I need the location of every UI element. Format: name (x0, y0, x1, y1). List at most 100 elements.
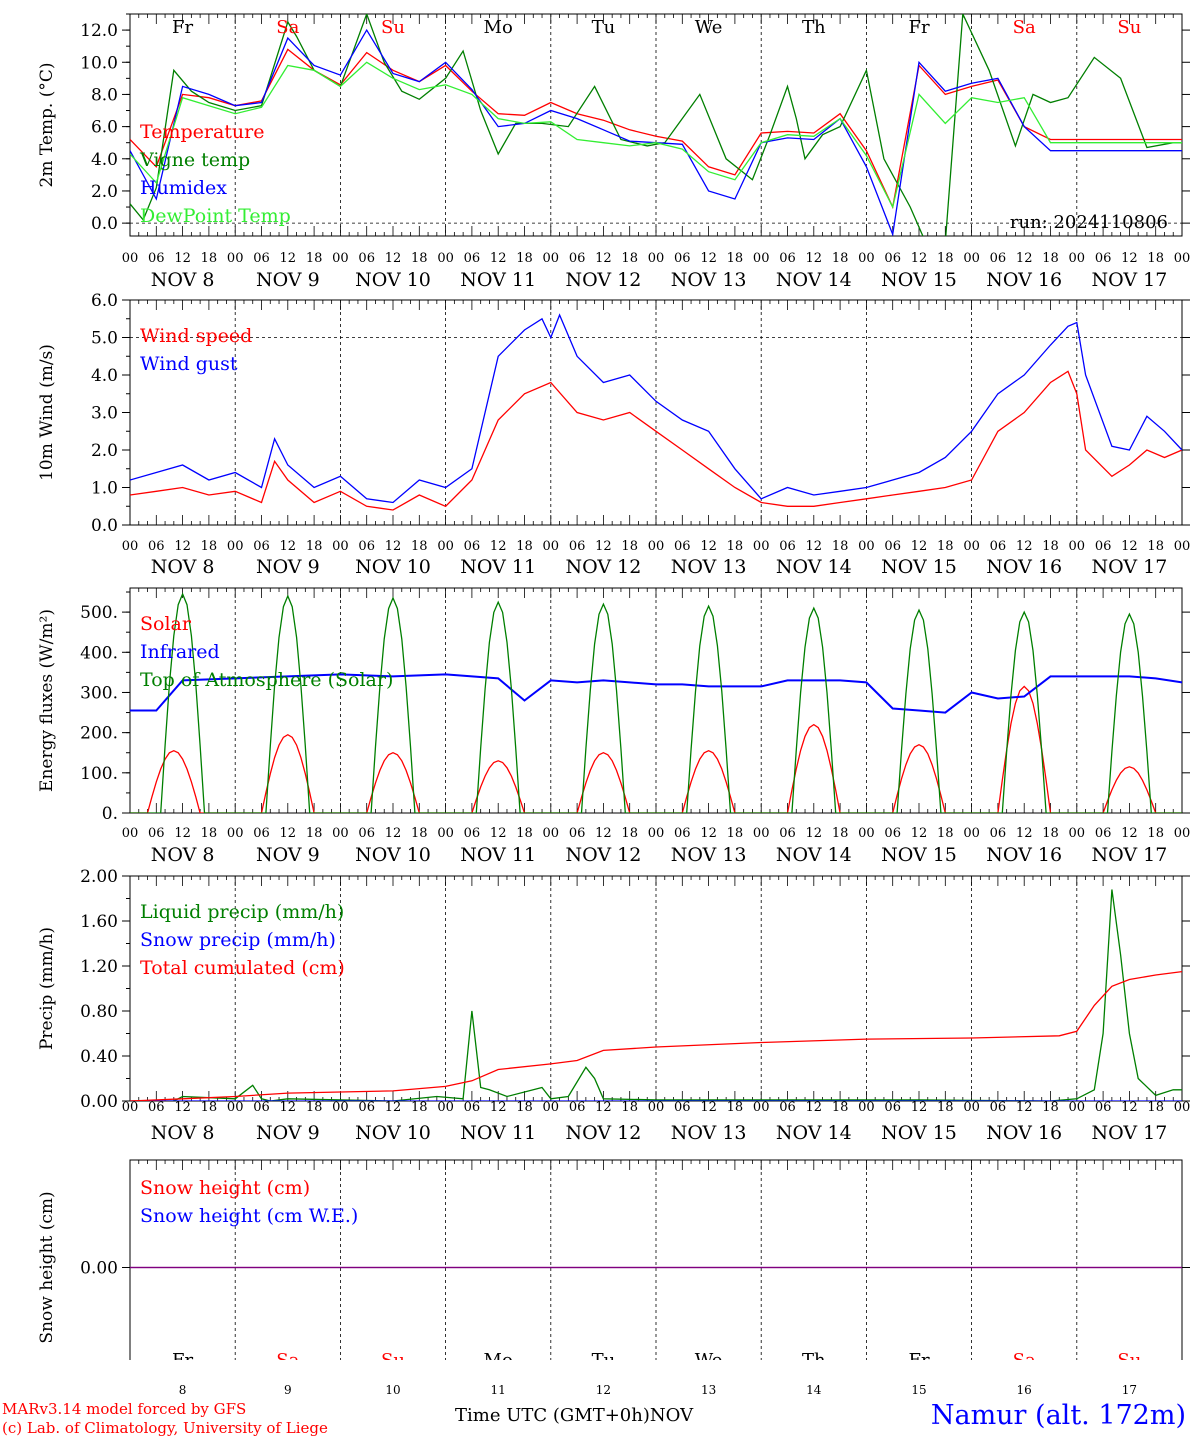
hour-label: 06 (253, 826, 270, 841)
y-tick-label: 4.0 (91, 366, 118, 386)
y-axis-label: 2m Temp. (°C) (37, 62, 57, 187)
series-line-dewpoint-temp (130, 61, 1182, 209)
date-label: NOV 10 (355, 844, 431, 866)
hour-label: 00 (543, 1100, 560, 1115)
hour-label: 18 (411, 251, 428, 266)
hour-label: 12 (1121, 539, 1138, 554)
date-label: NOV 8 (151, 556, 215, 578)
weekday-label-bottom: Su (381, 1350, 405, 1360)
hour-label: 00 (753, 826, 770, 841)
date-label: NOV 14 (776, 556, 852, 578)
hour-label: 18 (1147, 251, 1164, 266)
hour-label: 06 (990, 826, 1007, 841)
hour-label: 06 (674, 1100, 691, 1115)
station-name: Namur (alt. 172m) (930, 1400, 1186, 1431)
date-label: NOV 16 (986, 269, 1062, 291)
y-tick-label: 0. (102, 804, 118, 824)
hour-label: 06 (358, 826, 375, 841)
hour-label: 00 (858, 826, 875, 841)
hour-label: 12 (280, 251, 297, 266)
hour-label: 12 (174, 539, 191, 554)
hour-label: 18 (727, 251, 744, 266)
hour-label: 18 (621, 826, 638, 841)
weekday-label-bottom: Sa (1013, 1350, 1036, 1360)
weekday-label-top: Sa (276, 17, 299, 38)
hour-label: 00 (437, 826, 454, 841)
hour-label: 12 (595, 251, 612, 266)
hour-label: 06 (674, 826, 691, 841)
hour-label: 00 (437, 251, 454, 266)
date-label: NOV 15 (881, 269, 957, 291)
y-tick-label: 0.00 (80, 1092, 118, 1112)
legend-wind-gust: Wind gust (140, 353, 238, 375)
hour-label: 06 (464, 539, 481, 554)
series-line-liquid-precip-mm-h- (130, 889, 1182, 1101)
legend-wind-speed: Wind speed (140, 325, 252, 347)
date-label: NOV 12 (565, 556, 641, 578)
hour-label: 18 (727, 1100, 744, 1115)
y-tick-label: 200. (80, 724, 118, 744)
x-axis-title: Time UTC (GMT+0h)NOV (455, 1405, 693, 1426)
hour-label: 00 (963, 826, 980, 841)
hour-label: 18 (1042, 826, 1059, 841)
model-credit: MARv3.14 model forced by GFS (2, 1400, 247, 1418)
date-label: NOV 12 (565, 269, 641, 291)
hour-label: 12 (700, 826, 717, 841)
hour-label: 12 (490, 1100, 507, 1115)
y-tick-label: 10.0 (80, 53, 118, 73)
hour-label: 18 (621, 539, 638, 554)
hour-label: 06 (358, 1100, 375, 1115)
hour-label: 00 (1069, 251, 1086, 266)
hour-label: 06 (990, 1100, 1007, 1115)
hour-label: 12 (595, 539, 612, 554)
hour-label: 12 (911, 251, 928, 266)
date-label: NOV 9 (256, 844, 320, 866)
hour-label: 12 (385, 826, 402, 841)
date-label: NOV 12 (565, 1122, 641, 1144)
hour-label: 18 (1147, 1100, 1164, 1115)
hour-label: 18 (1147, 826, 1164, 841)
hour-label: 06 (779, 251, 796, 266)
date-label: NOV 14 (776, 844, 852, 866)
date-label: NOV 17 (1091, 269, 1167, 291)
date-label: NOV 16 (986, 556, 1062, 578)
hour-label: 00 (1174, 826, 1191, 841)
hour-label: 00 (332, 539, 349, 554)
weekday-label-top: Su (381, 17, 405, 38)
hour-label: 00 (963, 251, 980, 266)
hour-label: 12 (1016, 1100, 1033, 1115)
hour-label: 18 (306, 251, 323, 266)
y-axis-label: Snow height (cm) (37, 1191, 57, 1343)
hour-label: 18 (306, 539, 323, 554)
hour-label: 12 (806, 539, 823, 554)
day-number: 13 (700, 1383, 717, 1397)
hour-label: 00 (1174, 1100, 1191, 1115)
hour-label: 00 (858, 539, 875, 554)
y-tick-label: 2.0 (91, 182, 118, 202)
hour-label: 00 (227, 826, 244, 841)
hour-label: 18 (516, 826, 533, 841)
hour-label: 18 (727, 539, 744, 554)
y-tick-label: 5.0 (91, 329, 118, 349)
weekday-label-bottom: Sa (276, 1350, 299, 1360)
hour-label: 00 (332, 1100, 349, 1115)
hour-label: 06 (884, 1100, 901, 1115)
hour-label: 12 (1016, 251, 1033, 266)
date-label: NOV 13 (671, 1122, 747, 1144)
hour-label: 18 (306, 826, 323, 841)
y-tick-label: 500. (80, 603, 118, 623)
date-label: NOV 10 (355, 1122, 431, 1144)
hour-label: 12 (1121, 1100, 1138, 1115)
hour-label: 00 (543, 539, 560, 554)
y-tick-label: 0.0 (91, 214, 118, 234)
y-axis-label: Energy fluxes (W/m²) (37, 609, 57, 792)
hour-label: 00 (1174, 539, 1191, 554)
hour-label: 06 (148, 539, 165, 554)
y-tick-label: 1.60 (80, 912, 118, 932)
y-tick-label: 6.0 (91, 291, 118, 311)
legend-top-of-atmosphere-solar-: Top of Atmosphere (Solar) (140, 669, 393, 691)
hour-label: 12 (385, 251, 402, 266)
date-label: NOV 11 (460, 1122, 536, 1144)
plot-frame (129, 587, 1183, 814)
hour-label: 06 (1095, 251, 1112, 266)
